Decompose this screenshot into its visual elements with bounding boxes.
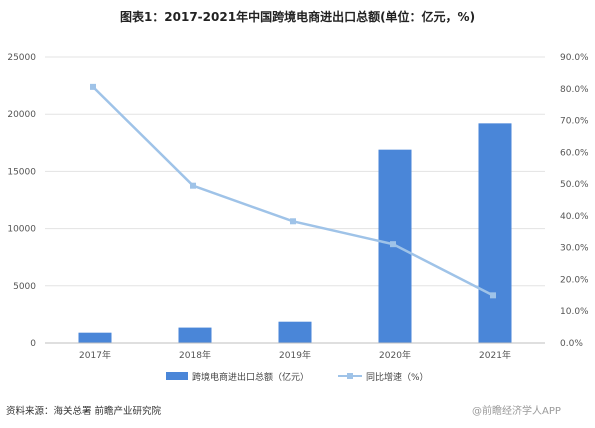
x-tick-label: 2019年 [279,349,311,361]
y-right-tick-label: 10.0% [560,307,589,317]
y-right-tick-label: 40.0% [560,212,589,222]
legend-bar-label: 跨境电商进出口总额（亿元） [192,371,309,383]
x-axis-ticks: 2017年 2018年 2019年 2020年 2021年 [79,349,511,361]
y-left-tick-label: 25000 [7,53,36,63]
growth-line [90,83,496,299]
bar [78,332,112,343]
y-right-tick-label: 20.0% [560,275,589,285]
y-left-tick-label: 0 [30,339,36,349]
legend-line-marker [347,373,353,379]
bars [78,123,512,344]
right-axis-ticks: 0.0% 10.0% 20.0% 30.0% 40.0% 50.0% 60.0% 70.0% 8… [560,53,589,349]
line-point [190,182,196,189]
x-tick-label: 2017年 [79,349,111,361]
y-left-tick-label: 15000 [7,167,36,177]
y-right-tick-label: 90.0% [560,53,589,63]
x-tick-label: 2018年 [179,349,211,361]
legend-bar-swatch [166,372,188,380]
bar [278,321,312,343]
line-point [290,218,296,225]
y-right-tick-label: 80.0% [560,85,589,95]
y-right-tick-label: 50.0% [560,180,589,190]
x-tick-label: 2020年 [379,349,411,361]
y-left-tick-label: 10000 [7,225,36,235]
line-point [390,241,396,248]
bar [178,327,212,343]
y-right-tick-label: 0.0% [560,339,583,349]
gridlines [45,56,545,287]
line-point [90,83,96,90]
bar [478,123,512,344]
legend: 跨境电商进出口总额（亿元） 同比增速（%） [166,371,429,383]
y-right-tick-label: 70.0% [560,117,589,127]
left-axis-ticks: 0 5000 10000 15000 20000 25000 [7,53,36,349]
y-left-tick-label: 5000 [13,282,36,292]
y-left-tick-label: 20000 [7,110,36,120]
x-tick-label: 2021年 [479,349,511,361]
growth-line-path [92,85,494,297]
legend-line-label: 同比增速（%） [366,371,429,383]
chart-title: 图表1：2017-2021年中国跨境电商进出口总额(单位：亿元，%) [119,10,476,24]
y-right-tick-label: 60.0% [560,148,589,158]
source-note: 资料来源：海关总署 前瞻产业研究院 [6,406,162,417]
line-point [490,292,496,299]
y-right-tick-label: 30.0% [560,244,589,254]
watermark: @前瞻经济学人APP [472,406,561,417]
